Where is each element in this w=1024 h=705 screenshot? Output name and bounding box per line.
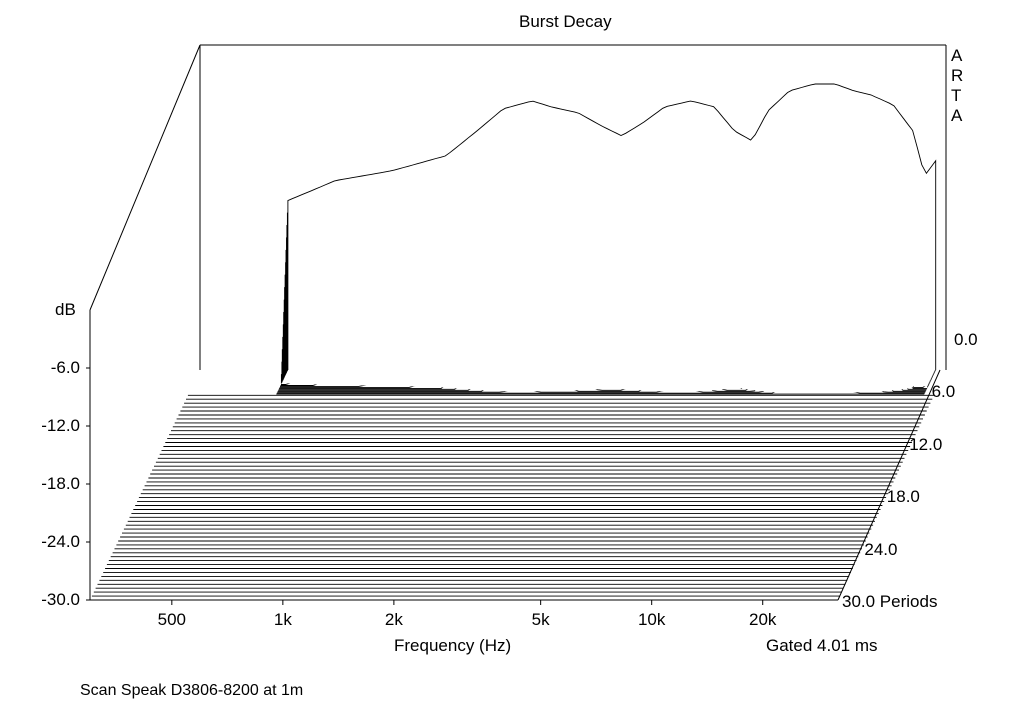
z-tick-label: 30.0 Periods: [842, 592, 938, 611]
x-tick-label: 10k: [637, 610, 666, 629]
y-tick-label: -6.0: [50, 358, 80, 377]
watermark-letter: A: [951, 106, 963, 125]
x-tick-label: 20k: [748, 610, 777, 629]
y-axis-label: dB: [55, 300, 76, 319]
x-tick-label: 1k: [273, 610, 292, 629]
x-tick-label: 500: [157, 610, 186, 629]
decay-slice: [287, 83, 937, 370]
gate-note: Gated 4.01 ms: [766, 636, 878, 655]
chart-title: Burst Decay: [519, 12, 612, 31]
watermark-letter: A: [951, 46, 963, 65]
z-tick-label: 0.0: [954, 330, 978, 349]
floor-lines: [90, 394, 935, 601]
z-tick-label: 6.0: [931, 382, 956, 402]
watermark-letter: R: [951, 66, 964, 85]
side-top-edge: [89, 44, 201, 311]
x-tick-label: 2k: [384, 610, 403, 629]
watermark-letter: T: [951, 86, 962, 105]
x-tick-label: 5k: [531, 610, 550, 629]
y-tick-label: -12.0: [41, 416, 80, 435]
y-tick-label: -30.0: [41, 590, 80, 609]
z-axis-line: [837, 369, 941, 601]
z-tick-label: 18.0: [886, 487, 920, 507]
y-tick-label: -24.0: [41, 532, 80, 551]
decay-slices: [276, 83, 937, 395]
y-tick-label: -18.0: [41, 474, 80, 493]
caption: Scan Speak D3806-8200 at 1m: [80, 682, 304, 699]
z-tick-label: 12.0: [909, 434, 943, 454]
z-tick-label: 24.0: [864, 539, 898, 559]
x-axis-label: Frequency (Hz): [394, 636, 512, 655]
